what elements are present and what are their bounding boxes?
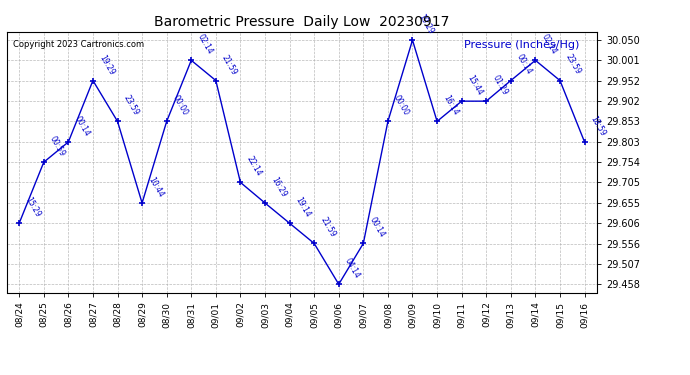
Text: 00:14: 00:14 [515, 53, 533, 76]
Text: 10:44: 10:44 [146, 176, 165, 199]
Text: 00:59: 00:59 [48, 135, 67, 158]
Text: 00:14: 00:14 [368, 216, 386, 239]
Text: 23:59: 23:59 [121, 94, 140, 117]
Text: 02:14: 02:14 [195, 33, 214, 56]
Text: 00:14: 00:14 [72, 114, 91, 138]
Text: 21:59: 21:59 [318, 216, 337, 239]
Text: Copyright 2023 Cartronics.com: Copyright 2023 Cartronics.com [13, 40, 144, 49]
Text: 00:00: 00:00 [171, 94, 190, 117]
Text: 04:14: 04:14 [343, 256, 362, 280]
Text: 00:00: 00:00 [392, 94, 411, 117]
Title: Barometric Pressure  Daily Low  20230917: Barometric Pressure Daily Low 20230917 [154, 15, 450, 29]
Text: 16:14: 16:14 [441, 94, 460, 117]
Text: 22:14: 22:14 [244, 155, 263, 178]
Text: 23:59: 23:59 [564, 53, 583, 76]
Text: 18:59: 18:59 [589, 114, 607, 138]
Text: 02:14: 02:14 [540, 33, 558, 56]
Text: 19:14: 19:14 [294, 196, 313, 219]
Text: 01:29: 01:29 [491, 74, 509, 97]
Text: 19:29: 19:29 [97, 53, 116, 76]
Text: Pressure (Inches/Hg): Pressure (Inches/Hg) [464, 40, 579, 50]
Text: 15:29: 15:29 [23, 196, 42, 219]
Text: 19:29: 19:29 [417, 13, 435, 36]
Text: 15:44: 15:44 [466, 74, 484, 97]
Text: 16:29: 16:29 [269, 176, 288, 199]
Text: 21:59: 21:59 [220, 53, 239, 76]
